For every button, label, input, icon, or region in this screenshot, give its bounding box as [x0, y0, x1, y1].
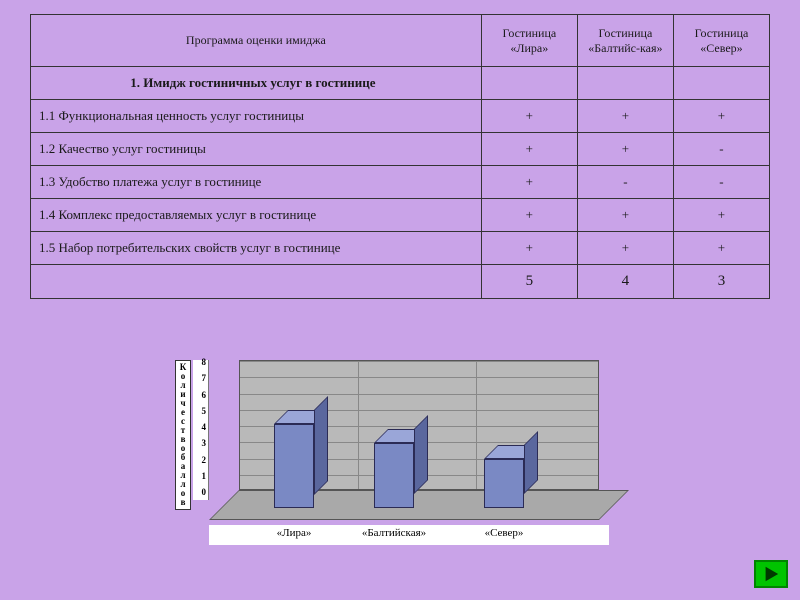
criteria-label: 1.2 Качество услуг гостиницы — [31, 133, 482, 166]
header-hotel-2: Гостиница «Балтийс-кая» — [577, 15, 673, 67]
criteria-row: 1.4 Комплекс предоставляемых услуг в гос… — [31, 199, 770, 232]
chart-x-ticks: «Лира» «Балтийская» «Север» — [209, 525, 609, 545]
chart-x-label: «Север» — [485, 527, 524, 539]
total-1: 5 — [481, 265, 577, 299]
criteria-value: + — [481, 232, 577, 265]
total-2: 4 — [577, 265, 673, 299]
header-program: Программа оценки имиджа — [31, 15, 482, 67]
criteria-label: 1.5 Набор потребительских свойств услуг … — [31, 232, 482, 265]
criteria-value: + — [481, 199, 577, 232]
criteria-label: 1.1 Функциональная ценность услуг гостин… — [31, 100, 482, 133]
criteria-row: 1.1 Функциональная ценность услуг гостин… — [31, 100, 770, 133]
criteria-row: 1.2 Качество услуг гостиницы++- — [31, 133, 770, 166]
criteria-value: + — [577, 232, 673, 265]
header-hotel-1: Гостиница «Лира» — [481, 15, 577, 67]
chart-bar — [374, 360, 428, 490]
criteria-value: + — [673, 100, 769, 133]
criteria-value: - — [673, 133, 769, 166]
evaluation-table-container: Программа оценки имиджа Гостиница «Лира»… — [0, 0, 800, 299]
chart-x-label: «Балтийская» — [362, 527, 426, 539]
section-title: 1. Имидж гостиничных услуг в гостинице — [31, 67, 482, 100]
criteria-value: + — [577, 100, 673, 133]
criteria-label: 1.3 Удобство платежа услуг в гостинице — [31, 166, 482, 199]
criteria-value: - — [673, 166, 769, 199]
criteria-value: + — [577, 199, 673, 232]
table-header-row: Программа оценки имиджа Гостиница «Лира»… — [31, 15, 770, 67]
criteria-row: 1.3 Удобство платежа услуг в гостинице+-… — [31, 166, 770, 199]
chart-plot-area — [209, 360, 609, 520]
criteria-value: + — [577, 133, 673, 166]
chart-y-ticks: 012345678 — [193, 360, 209, 500]
criteria-value: - — [577, 166, 673, 199]
evaluation-table: Программа оценки имиджа Гостиница «Лира»… — [30, 14, 770, 299]
criteria-row: 1.5 Набор потребительских свойств услуг … — [31, 232, 770, 265]
score-bar-chart: Количествобаллов 012345678 «Лира» «Балтий… — [175, 360, 615, 560]
criteria-value: + — [673, 199, 769, 232]
play-icon — [762, 565, 780, 583]
total-3: 3 — [673, 265, 769, 299]
criteria-value: + — [673, 232, 769, 265]
criteria-value: + — [481, 100, 577, 133]
section-row: 1. Имидж гостиничных услуг в гостинице — [31, 67, 770, 100]
chart-bar — [274, 360, 328, 490]
totals-row: 5 4 3 — [31, 265, 770, 299]
criteria-label: 1.4 Комплекс предоставляемых услуг в гос… — [31, 199, 482, 232]
chart-y-axis-label: Количествобаллов — [175, 360, 191, 510]
next-slide-button[interactable] — [754, 560, 788, 588]
chart-bar — [484, 360, 538, 490]
header-hotel-3: Гостиница «Север» — [673, 15, 769, 67]
chart-x-label: «Лира» — [277, 527, 312, 539]
criteria-value: + — [481, 133, 577, 166]
criteria-value: + — [481, 166, 577, 199]
chart-floor — [209, 490, 629, 520]
